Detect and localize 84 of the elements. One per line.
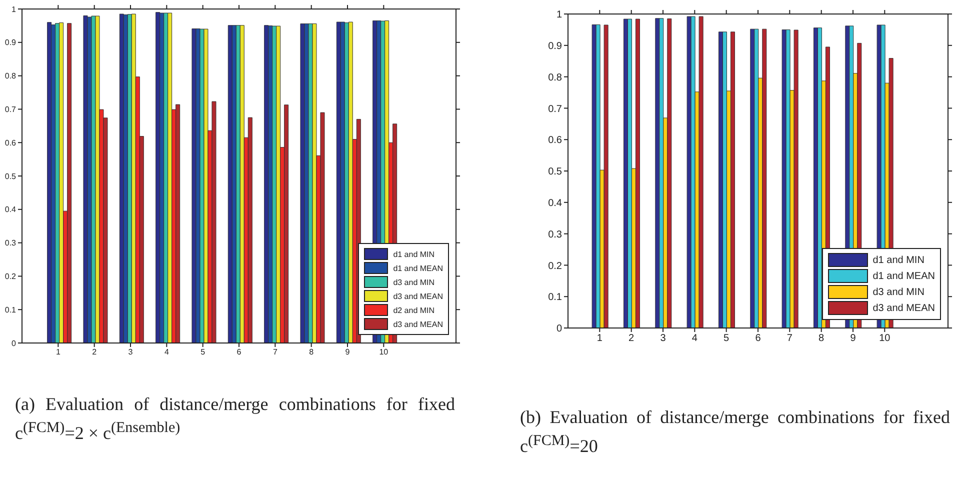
y-tick-label: 0.1 xyxy=(4,305,17,314)
bar xyxy=(627,18,632,328)
y-tick-label: 0.5 xyxy=(548,166,562,178)
legend-label: d3 and MEAN xyxy=(393,292,443,300)
bar xyxy=(690,16,696,328)
x-tick-label: 10 xyxy=(379,348,389,357)
y-tick-label: 1 xyxy=(556,10,562,21)
y-tick-label: 0.9 xyxy=(4,38,17,48)
x-tick-label: 3 xyxy=(660,333,666,344)
bar xyxy=(667,18,672,328)
bar xyxy=(817,28,822,328)
y-tick-label: 0.9 xyxy=(548,40,562,52)
bar xyxy=(276,26,281,343)
x-tick-label: 3 xyxy=(128,348,134,357)
y-tick-label: 0.3 xyxy=(4,238,17,248)
y-tick-label: 0.6 xyxy=(548,135,562,146)
legend-label: d3 and MIN xyxy=(872,286,924,298)
bar xyxy=(212,101,216,343)
x-tick-label: 8 xyxy=(818,333,825,344)
y-tick-label: 0 xyxy=(12,338,17,348)
x-tick-label: 9 xyxy=(850,333,856,344)
bar xyxy=(659,18,664,328)
x-tick-label: 10 xyxy=(879,333,891,344)
x-tick-label: 6 xyxy=(755,333,762,344)
bar xyxy=(168,12,172,343)
legend-label: d1 and MIN xyxy=(872,254,924,266)
y-tick-label: 0.7 xyxy=(548,104,562,115)
legend-label: d2 and MIN xyxy=(393,306,435,314)
x-tick-label: 2 xyxy=(628,333,635,344)
x-tick-label: 4 xyxy=(164,348,170,357)
legend-label: d1 and MEAN xyxy=(872,270,935,282)
bar xyxy=(320,112,325,343)
y-tick-label: 0.5 xyxy=(4,172,17,181)
x-tick-label: 5 xyxy=(200,348,206,357)
bar xyxy=(59,22,64,343)
y-tick-label: 1 xyxy=(12,4,17,14)
bar xyxy=(284,104,289,343)
text: (a) Evaluation of distance/merge combinations for fixed c$^{(FCM)}$=2 × c$^{(Ensemble)}$ xyxy=(15,393,455,445)
y-tick-label: 0.7 xyxy=(4,105,17,114)
x-tick-label: 7 xyxy=(272,348,278,357)
bar xyxy=(762,28,767,328)
y-tick-label: 0.8 xyxy=(4,72,17,81)
x-tick-label: 9 xyxy=(345,348,350,357)
x-tick-label: 2 xyxy=(92,348,98,357)
x-tick-label: 7 xyxy=(786,333,793,344)
y-tick-label: 0 xyxy=(556,324,562,335)
x-tick-label: 8 xyxy=(309,348,314,357)
bar xyxy=(722,32,727,328)
y-tick-label: 0.8 xyxy=(548,72,562,84)
bar xyxy=(204,28,208,343)
y-tick-label: 0.2 xyxy=(4,272,17,282)
x-tick-label: 4 xyxy=(692,333,698,344)
y-tick-label: 0.2 xyxy=(548,260,562,272)
y-tick-label: 0.4 xyxy=(4,205,17,214)
bar xyxy=(312,23,317,343)
x-tick-label: 1 xyxy=(56,348,61,357)
bar xyxy=(635,18,640,328)
bar xyxy=(596,24,600,328)
x-tick-label: 5 xyxy=(724,333,730,344)
bar xyxy=(240,25,244,343)
y-tick-label: 0.6 xyxy=(4,138,17,148)
y-tick-label: 0.3 xyxy=(548,229,562,240)
bar xyxy=(67,23,72,343)
y-tick-label: 0.1 xyxy=(548,292,562,304)
y-tick-label: 0.4 xyxy=(548,198,562,209)
legend-label: d3 and MIN xyxy=(393,278,435,286)
legend-label: d1 and MIN xyxy=(393,250,435,258)
bar xyxy=(604,24,608,328)
legend-label: d3 and MEAN xyxy=(393,320,443,328)
bar xyxy=(248,117,252,343)
x-tick-label: 1 xyxy=(596,333,603,344)
bar xyxy=(754,28,759,328)
bar xyxy=(348,22,353,343)
bar xyxy=(131,14,136,343)
bar xyxy=(176,104,180,343)
legend-label: d3 and MEAN xyxy=(872,302,935,314)
legend-label: d1 and MEAN xyxy=(393,264,443,272)
bar xyxy=(698,16,704,328)
x-tick-label: 6 xyxy=(236,348,242,357)
text: (b) Evaluation of distance/merge combinations for fixed c$^{(FCM)}$=20 xyxy=(520,406,950,458)
bar xyxy=(786,29,790,328)
bar xyxy=(95,16,100,343)
bar xyxy=(794,30,798,328)
bar xyxy=(730,32,735,328)
